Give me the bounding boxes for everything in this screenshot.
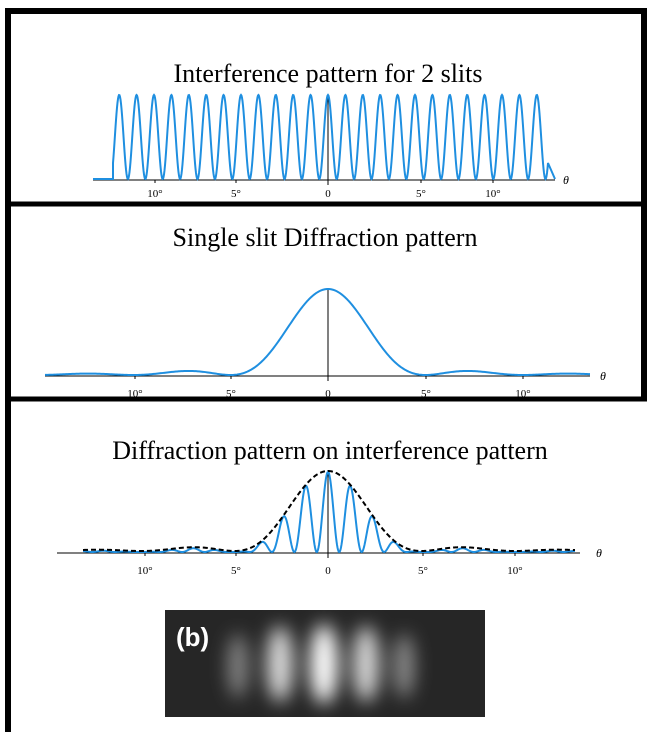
tick-label: 5° (231, 565, 241, 577)
fringe (228, 634, 248, 698)
combined-curve (82, 470, 576, 554)
tick-label: 10° (137, 565, 152, 577)
fringe-photo: (b) (165, 610, 485, 717)
tick-label: 5° (418, 565, 428, 577)
envelope-curve (82, 469, 576, 552)
tick-label: 0 (325, 188, 331, 200)
fringe (267, 626, 293, 702)
diffraction-curve (44, 287, 591, 376)
tick-label: 10° (507, 565, 522, 577)
tick-label: 5° (416, 188, 426, 200)
fringe (310, 624, 338, 704)
panel-title: Interference pattern for 2 slits (174, 59, 483, 88)
fringe (394, 634, 414, 698)
panel-title: Single slit Diffraction pattern (173, 223, 478, 252)
fringe (353, 626, 379, 702)
tick-label: 10° (147, 188, 162, 200)
tick-label: 0 (325, 388, 331, 400)
tick-label: 5° (226, 388, 236, 400)
axis-label: θ (563, 173, 569, 187)
tick-label: 10° (515, 388, 530, 400)
tick-label: 10° (127, 388, 142, 400)
tick-label: 0 (325, 565, 331, 577)
interference-curve (93, 93, 556, 181)
photo-label: (b) (176, 622, 209, 652)
axis-label: θ (596, 546, 602, 560)
axis-label: θ (600, 369, 606, 383)
panel-title: Diffraction pattern on interference patt… (112, 436, 548, 465)
tick-label: 10° (485, 188, 500, 200)
tick-label: 5° (421, 388, 431, 400)
tick-label: 5° (231, 188, 241, 200)
